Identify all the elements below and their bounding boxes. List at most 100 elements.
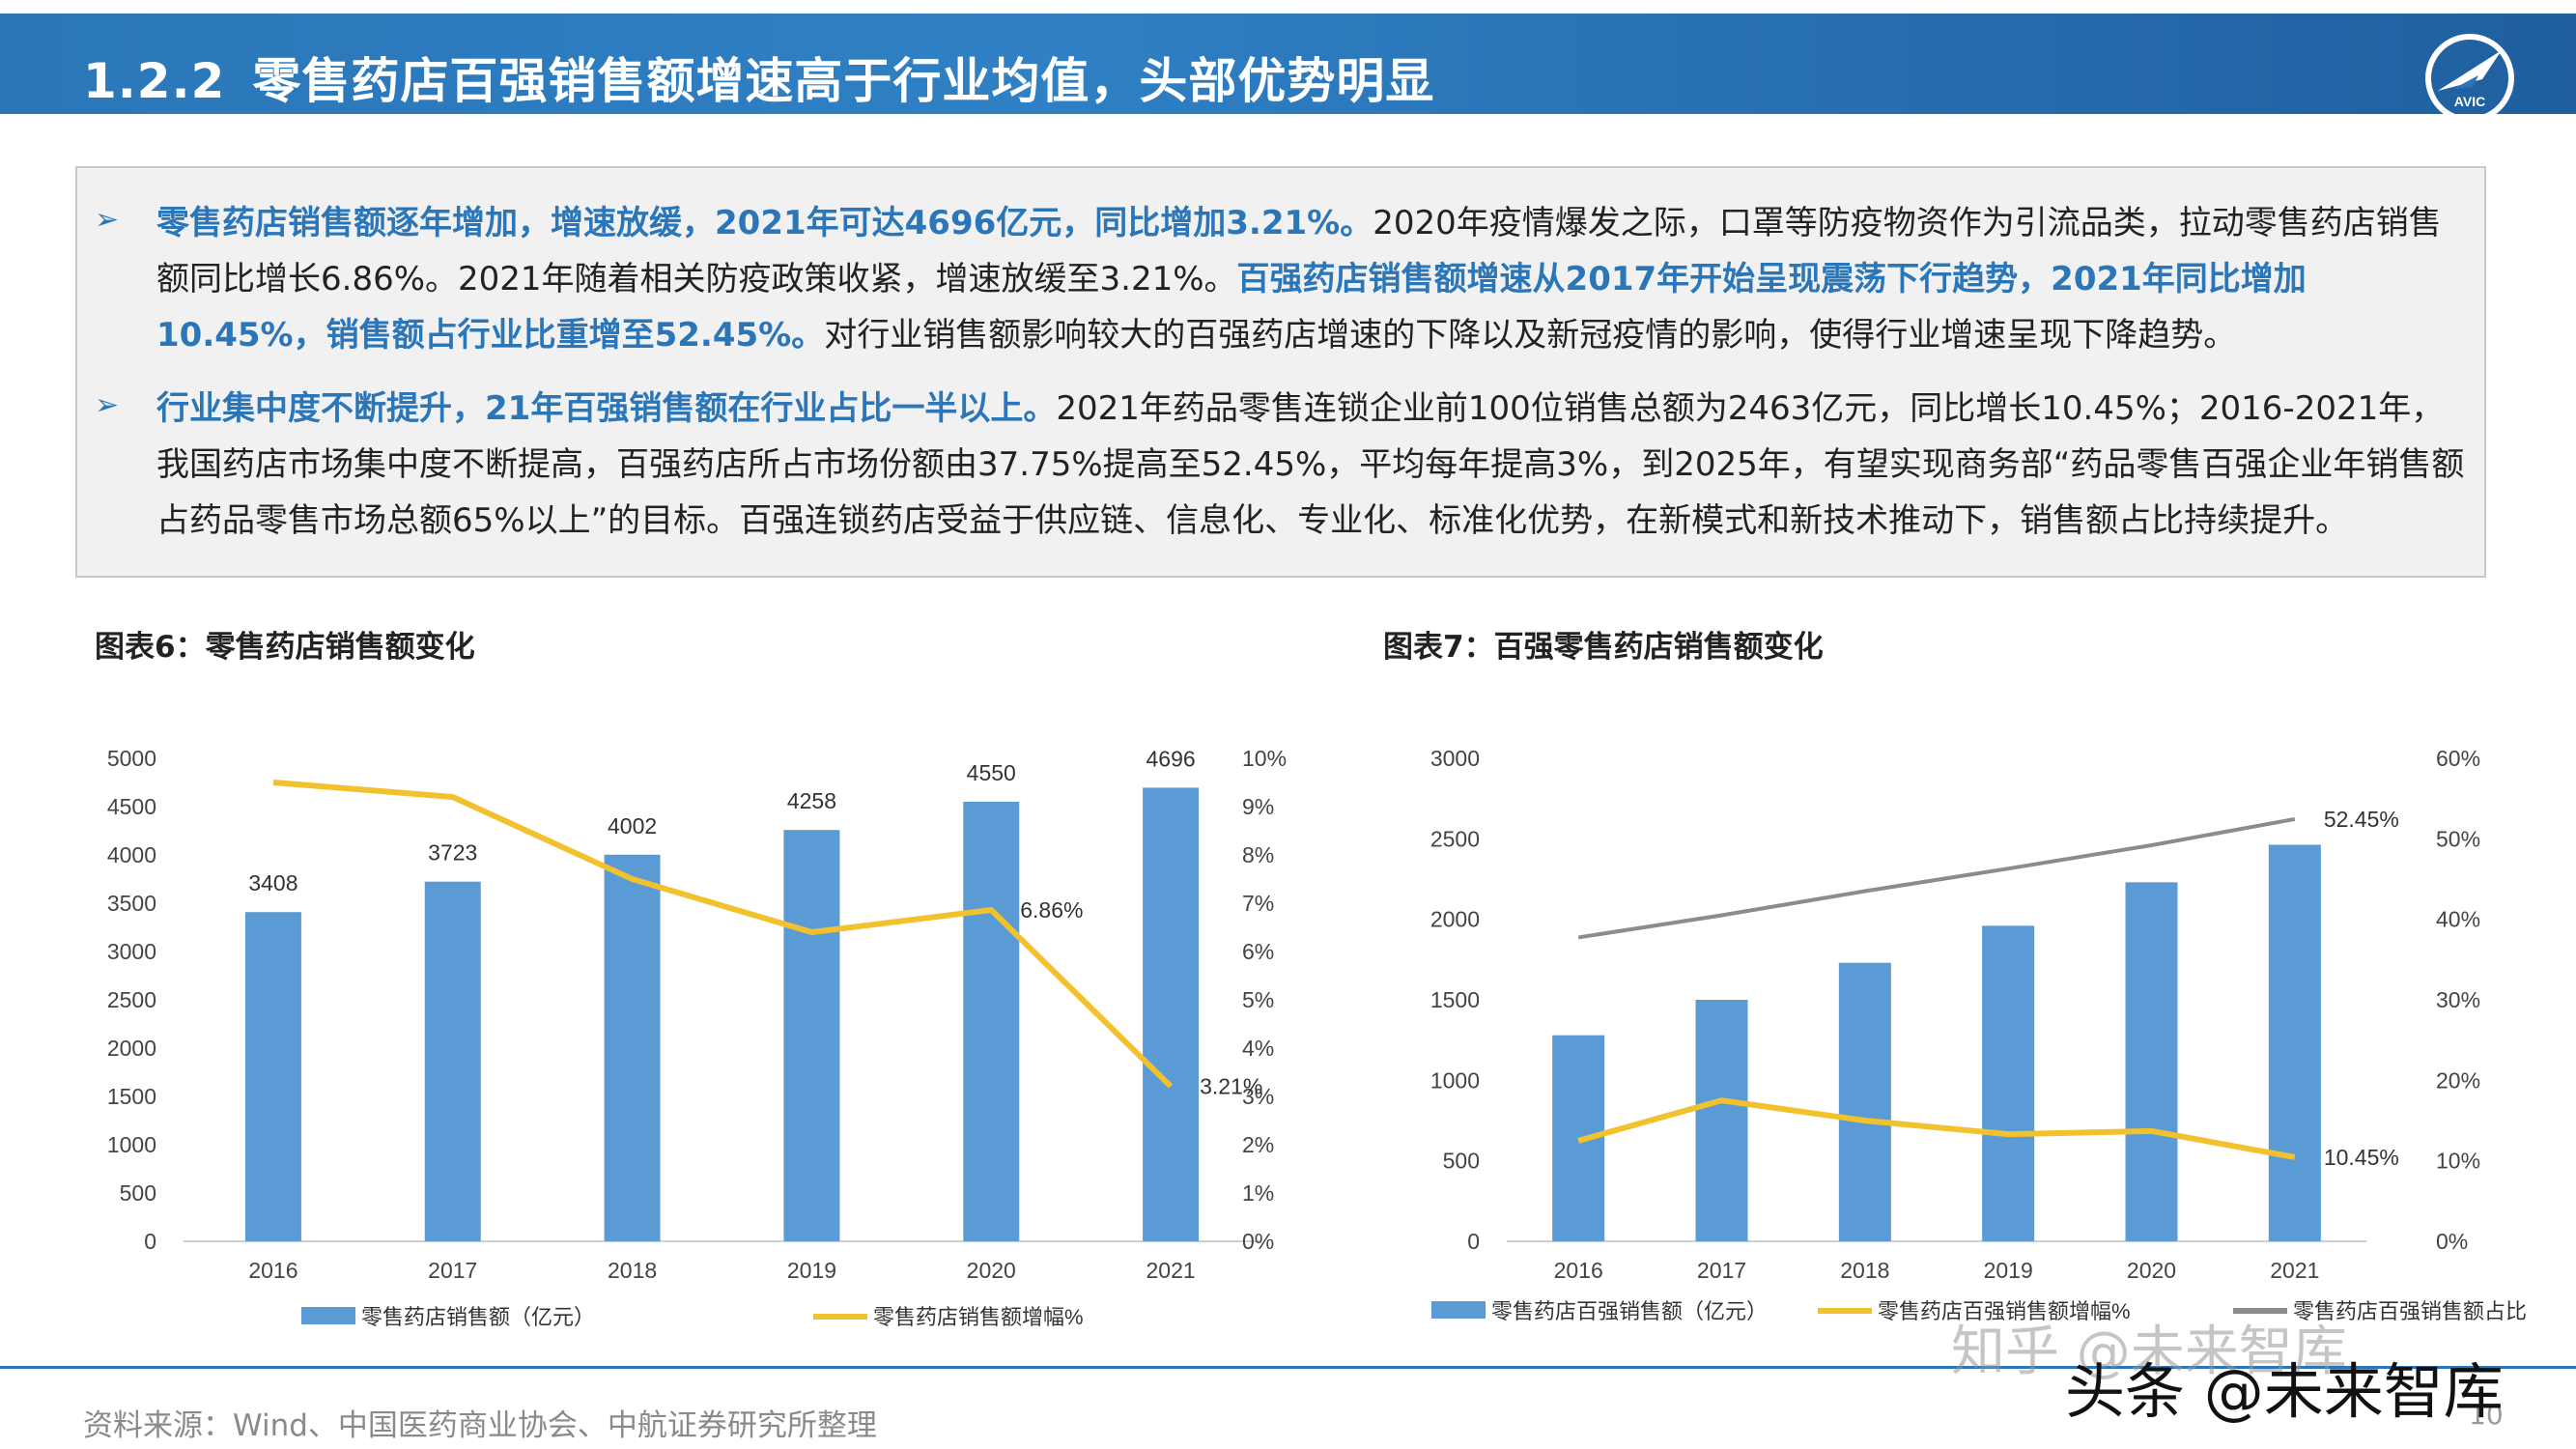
y-left-tick-label: 4500 (107, 794, 156, 819)
y-left-tick-label: 1500 (107, 1084, 156, 1109)
legend-label: 零售药店百强销售额增幅% (1878, 1299, 2131, 1323)
bar (1838, 962, 1891, 1241)
y-left-tick-label: 4000 (107, 842, 156, 867)
y-left-tick-label: 3500 (107, 891, 156, 916)
footer-divider (0, 1366, 2576, 1369)
y-right-tick-label: 6% (1242, 939, 1274, 964)
bar-data-label: 3723 (428, 840, 477, 866)
legend-swatch (301, 1307, 355, 1324)
y-right-tick-label: 30% (2436, 987, 2480, 1012)
y-right-tick-label: 4% (1242, 1036, 1274, 1061)
figure-7-title: 图表7：百强零售药店销售额变化 (1383, 630, 1824, 665)
y-left-tick-label: 5000 (107, 746, 156, 771)
y-left-tick-label: 1500 (1430, 987, 1480, 1012)
bar (244, 912, 301, 1241)
x-tick-label: 2016 (1554, 1258, 1603, 1283)
chart-top100-pharmacy-sales: 0 500 1000 1500 2000 2500 3000 0% 10% 20% 30% 40% 50… (1430, 746, 2527, 1323)
line-data-label: 10.45% (2324, 1145, 2399, 1170)
y-left-tick-label: 0 (144, 1229, 156, 1254)
x-tick-label: 2021 (2270, 1258, 2319, 1283)
y-right-tick-label: 20% (2436, 1067, 2480, 1093)
avic-logo: AVIC (2425, 34, 2514, 123)
y-right-tick-label: 9% (1242, 794, 1274, 819)
figure-6-title: 图表6：零售药店销售额变化 (95, 630, 475, 665)
x-tick-label: 2020 (967, 1258, 1016, 1283)
bullet-1-plain-2: 对行业销售额影响较大的百强药店增速的下降以及新冠疫情的影响，使得行业增速呈现下降… (824, 316, 2237, 355)
logo-text: AVIC (2454, 94, 2485, 109)
series-line (1577, 1097, 2296, 1160)
bullet-2-highlight-1: 行业集中度不断提升，21年百强销售额在行业占比一半以上。 (156, 389, 1057, 428)
y-left-tick-label: 2500 (1430, 826, 1480, 851)
bullet-2-plain-1: 2021年药品零售连锁企业前100位销售总额为2463亿元，同比增长10.45%… (156, 389, 2465, 540)
bar-data-label: 4696 (1146, 746, 1195, 771)
y-left-tick-label: 2000 (107, 1036, 156, 1061)
x-tick-label: 2017 (1697, 1258, 1746, 1283)
bar-data-label: 3408 (248, 870, 297, 895)
y-right-tick-label: 10% (1242, 746, 1287, 771)
legend-label: 零售药店百强销售额（亿元） (1491, 1299, 1768, 1323)
y-right-tick-label: 0% (2436, 1229, 2468, 1254)
bar (963, 802, 1020, 1241)
source-note: 资料来源：Wind、中国医药商业协会、中航证券研究所整理 (83, 1408, 877, 1443)
y-left-tick-label: 0 (1467, 1229, 1480, 1254)
bullet-text-1: 零售药店销售额逐年增加，增速放缓，2021年可达4696亿元，同比增加3.21%… (156, 195, 2465, 363)
bar (424, 881, 481, 1241)
y-left-tick-label: 1000 (1430, 1067, 1480, 1093)
chart-retail-pharmacy-sales: 0 500 1000 1500 2000 2500 3000 3500 4000 4500 5000… (107, 746, 1287, 1329)
x-tick-label: 2018 (608, 1258, 657, 1283)
line-data-label: 6.86% (1020, 897, 1083, 923)
bullet-1-plain-1: 2020年疫情爆发之际，口罩等防疫物资作为引流品类，拉动零售药店销售额同比增长6… (156, 204, 2442, 298)
y-left-tick-label: 500 (120, 1180, 156, 1206)
section-number: 1.2.2 (83, 53, 226, 109)
bar (2125, 882, 2178, 1241)
bar (604, 854, 661, 1241)
x-tick-label: 2016 (248, 1258, 297, 1283)
y-right-tick-label: 7% (1242, 891, 1274, 916)
bullet-arrow-icon: ➢ (95, 203, 120, 237)
legend-label: 零售药店百强销售额占比 (2293, 1299, 2527, 1323)
line-data-label: 3.21% (1200, 1074, 1262, 1099)
x-tick-label: 2019 (1984, 1258, 2033, 1283)
watermark-corner: 头条 @未来智库 (2065, 1356, 2504, 1427)
legend-label: 零售药店销售额增幅% (873, 1305, 1084, 1329)
bar (1143, 787, 1200, 1241)
y-left-tick-label: 2500 (107, 987, 156, 1012)
y-right-tick-label: 40% (2436, 907, 2480, 932)
x-tick-label: 2021 (1146, 1258, 1195, 1283)
bullet-arrow-icon: ➢ (95, 388, 120, 422)
y-right-tick-label: 8% (1242, 842, 1274, 867)
y-right-tick-label: 2% (1242, 1132, 1274, 1157)
x-tick-label: 2017 (428, 1258, 477, 1283)
title-text: 零售药店百强销售额增速高于行业均值，头部优势明显 (252, 53, 1435, 109)
y-right-tick-label: 10% (2436, 1149, 2480, 1174)
y-left-tick-label: 500 (1443, 1149, 1480, 1174)
x-tick-label: 2018 (1840, 1258, 1889, 1283)
legend-label: 零售药店销售额（亿元） (361, 1305, 595, 1329)
legend-swatch (1431, 1301, 1486, 1319)
bar (783, 830, 840, 1241)
bar-data-label: 4550 (967, 760, 1016, 785)
bar-data-label: 4002 (608, 813, 657, 838)
y-left-tick-label: 2000 (1430, 907, 1480, 932)
header-bar: 1.2.2 零售药店百强销售额增速高于行业均值，头部优势明显 AVIC (0, 14, 2576, 123)
x-tick-label: 2020 (2127, 1258, 2176, 1283)
watermark-overlay: 知乎 @未来智库 (1951, 1321, 2347, 1383)
series-line (1577, 816, 2296, 940)
series-line (272, 780, 1174, 1089)
x-tick-label: 2019 (787, 1258, 836, 1283)
bar (2268, 844, 2321, 1241)
y-right-tick-label: 5% (1242, 987, 1274, 1012)
y-right-tick-label: 3% (1242, 1084, 1274, 1109)
bullet-1-highlight-2: 百强药店销售额增速从2017年开始呈现震荡下行趋势，2021年同比增加10.45… (156, 260, 2307, 355)
bullet-1-highlight-1: 零售药店销售额逐年增加，增速放缓，2021年可达4696亿元，同比增加3.21%… (156, 204, 1373, 242)
y-left-tick-label: 1000 (107, 1132, 156, 1157)
bullet-text-2: 行业集中度不断提升，21年百强销售额在行业占比一半以上。2021年药品零售连锁企… (156, 381, 2465, 549)
page-title: 1.2.2 零售药店百强销售额增速高于行业均值，头部优势明显 (83, 43, 1434, 112)
y-right-tick-label: 60% (2436, 746, 2480, 771)
bar (1982, 925, 2035, 1241)
y-right-tick-label: 1% (1242, 1180, 1274, 1206)
line-data-label: 52.45% (2324, 807, 2399, 832)
page-number: 10 (2469, 1399, 2504, 1431)
bar-data-label: 4258 (787, 788, 836, 813)
y-left-tick-label: 3000 (107, 939, 156, 964)
